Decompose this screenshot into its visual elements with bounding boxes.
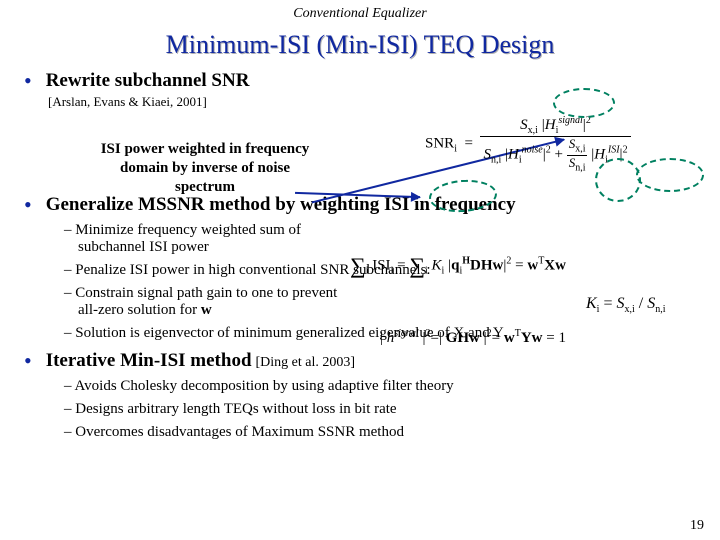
callout-isi-weighted: ISI power weighted in frequency domain b… <box>100 140 310 196</box>
section-header: Conventional Equalizer <box>0 0 720 22</box>
highlight-ellipse <box>553 88 615 118</box>
sub-item: Avoids Cholesky decomposition by using a… <box>64 378 696 395</box>
bullet-text: Rewrite subchannel SNR <box>46 70 250 91</box>
page-title: Minimum-ISI (Min-ISI) TEQ Design <box>0 30 720 60</box>
sub-item: Minimize frequency weighted sum of subch… <box>64 222 338 256</box>
sub-item: Constrain signal path gain to one to pre… <box>64 285 348 319</box>
highlight-ellipse <box>636 158 704 192</box>
formula-constraint: | hsignal |2=| GHw |2= wTYw = 1 <box>380 328 566 347</box>
citation: [Ding et al. 2003] <box>256 355 356 370</box>
highlight-ellipse <box>595 158 641 202</box>
bullet-text: Iterative Min-ISI method <box>46 350 252 371</box>
formula-ki: Ki = Sx,i / Sn,i <box>586 295 666 315</box>
formula-isi-sum: ∑i ISIi = ∑i Ki |qiHDHw|2 = wTXw <box>350 253 566 279</box>
bullet-iterative-min-isi: Iterative Min-ISI method [Ding et al. 20… <box>24 348 696 441</box>
sub-item: Overcomes disadvantages of Maximum SSNR … <box>64 424 696 441</box>
page-number: 19 <box>690 518 704 534</box>
sub-item: Designs arbitrary length TEQs without lo… <box>64 401 696 418</box>
